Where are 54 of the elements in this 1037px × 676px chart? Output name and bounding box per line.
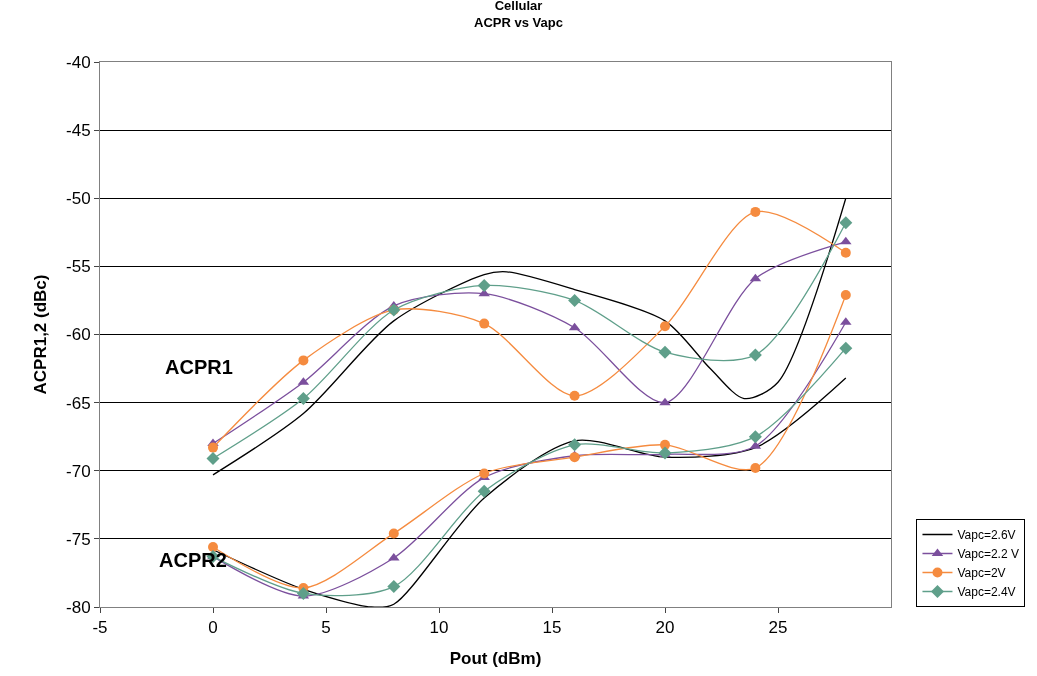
point <box>296 586 310 600</box>
x-tick-label: 15 <box>542 618 562 638</box>
point <box>569 390 580 401</box>
legend-label: Vapc=2.2 V <box>957 547 1019 562</box>
point <box>388 528 399 539</box>
x-tick-label: -5 <box>92 618 108 638</box>
point <box>839 216 853 230</box>
x-tick-label: 5 <box>321 618 331 638</box>
chart-title: Cellular <box>494 0 543 14</box>
x-tick-label: 20 <box>655 618 675 638</box>
point <box>748 348 762 362</box>
point <box>296 392 310 406</box>
point <box>479 318 490 329</box>
point <box>568 293 582 307</box>
x-tick-label: 25 <box>768 618 788 638</box>
point <box>206 451 220 465</box>
y-axis-title: ACPR1,2 (dBc) <box>30 274 50 395</box>
point <box>840 236 852 245</box>
point <box>477 484 491 498</box>
y-tick-label: -65 <box>66 393 91 413</box>
point <box>748 430 762 444</box>
y-tick-label: -70 <box>66 461 91 481</box>
point <box>750 463 761 474</box>
x-axis-title: Pout (dBm) <box>449 648 542 668</box>
point <box>387 580 401 594</box>
point <box>477 278 491 292</box>
y-tick-label: -40 <box>66 52 91 72</box>
point <box>660 321 670 332</box>
x-tick-label: 0 <box>208 618 218 638</box>
legend-label: Vapc=2V <box>957 566 1006 581</box>
y-tick-label: -55 <box>66 257 91 277</box>
y-tick-label: -80 <box>66 597 91 617</box>
annotation: ACPR2 <box>159 549 227 571</box>
legend-label: Vapc=2.6V <box>957 528 1016 543</box>
point <box>568 438 582 452</box>
point <box>208 542 218 553</box>
annotation: ACPR1 <box>165 356 233 378</box>
y-tick-label: -50 <box>66 189 91 209</box>
point <box>840 247 851 258</box>
point <box>659 397 671 406</box>
y-tick-label: -60 <box>66 325 91 345</box>
y-tick-label: -45 <box>66 121 91 141</box>
x-tick-label: 10 <box>429 618 449 638</box>
point <box>839 341 853 355</box>
y-tick-label: -75 <box>66 529 91 549</box>
point <box>298 355 309 366</box>
legend-label: Vapc=2.4V <box>957 585 1016 600</box>
point <box>569 452 580 463</box>
point <box>750 206 761 217</box>
point <box>840 289 851 300</box>
point <box>208 442 218 453</box>
chart-subtitle: ACPR vs Vapc <box>474 15 563 31</box>
point <box>658 345 672 359</box>
point <box>479 468 490 479</box>
